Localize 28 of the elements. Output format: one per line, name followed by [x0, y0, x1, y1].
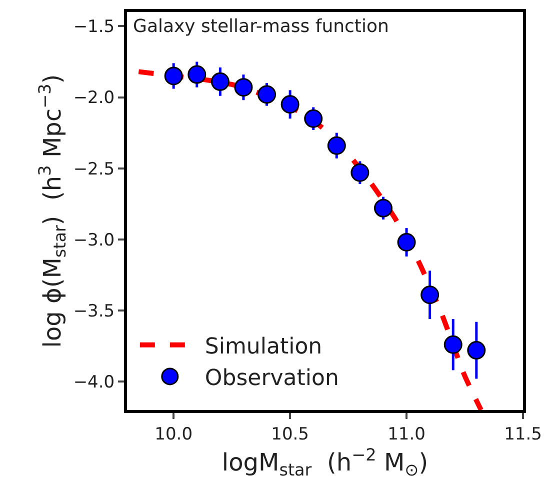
x-tick-label: 11.5: [504, 424, 542, 444]
x-tick-label: 10.0: [154, 424, 193, 444]
point: [210, 72, 230, 91]
y-tick-label: −2.5: [73, 159, 115, 180]
legend-label: Simulation: [204, 334, 322, 360]
x-axis-title: logM$_{star}$ (h$^{−2}$ M$_{⊙}$): [222, 444, 428, 480]
y-tick-label: −2.0: [73, 88, 115, 108]
point: [327, 136, 346, 155]
point: [444, 335, 462, 354]
point: [420, 286, 440, 304]
point: [304, 109, 323, 128]
point: [467, 341, 486, 360]
x-tick-label: 10.5: [271, 424, 309, 444]
point: [258, 85, 276, 104]
point: [280, 95, 300, 114]
point: [164, 66, 183, 86]
x-tick-label: 11.0: [388, 424, 426, 444]
point: [374, 198, 392, 218]
y-tick-label: −3.0: [73, 230, 115, 250]
annotation: Galaxy stellar-mass function: [133, 16, 389, 37]
y-tick-label: −1.5: [73, 17, 115, 38]
point: [234, 78, 253, 97]
point: [350, 163, 370, 182]
y-tick-label: −4.0: [73, 372, 115, 393]
y-tick-label: −3.5: [73, 301, 115, 322]
legend-label: Observation: [204, 366, 339, 392]
point: [188, 65, 206, 84]
point: [397, 233, 416, 252]
